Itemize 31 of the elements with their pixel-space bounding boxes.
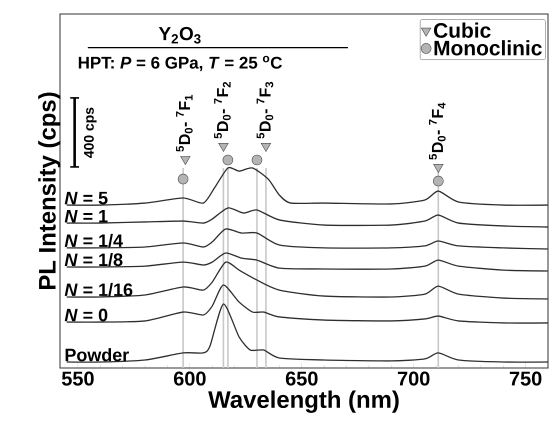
point	[222, 154, 234, 166]
series-label: Powder	[66, 348, 129, 362]
point	[218, 142, 228, 152]
series-label: N = 0	[64, 308, 108, 322]
x-tick-label: 650	[286, 372, 318, 386]
annotation: 400 cps	[84, 108, 97, 158]
x-axis-title: Wavelength (nm)	[208, 390, 399, 413]
series-label: N = 1	[64, 210, 108, 222]
chart-title: Y$_{2}$O$_{3}$	[158, 26, 201, 44]
annotation: $^{5}$D$_{0}$- $^{7}$F$_{3}$	[256, 82, 274, 138]
x-tick-label: 550	[62, 372, 94, 386]
legend-label: Cubic	[434, 22, 491, 38]
point	[433, 176, 444, 186]
x-tick-label: 700	[398, 372, 430, 386]
series-label: N = 1/8	[64, 252, 122, 266]
x-tick-label: 750	[510, 372, 542, 386]
point	[260, 142, 272, 152]
y-axis-title: PL Intensity (cps)	[38, 92, 60, 290]
legend-label: Monoclinic	[434, 40, 542, 56]
annotation: $^{5}$D$_{0}$- $^{7}$F$_{4}$	[429, 102, 446, 160]
annotation: $^{5}$D$_{0}$- $^{7}$F$_{2}$	[214, 82, 231, 138]
series-label: N = 1/4	[64, 234, 123, 248]
point	[433, 164, 444, 173]
annotation: $^{5}$D$_{0}$- $^{7}$F$_{1}$	[176, 94, 193, 152]
point	[180, 156, 190, 165]
point	[252, 154, 262, 166]
series-label: N = 1/16	[64, 282, 132, 296]
point	[178, 174, 188, 184]
series-label: N = 5	[64, 192, 108, 204]
x-tick-label: 600	[174, 372, 206, 386]
chart-subtitle: HPT: P = 6 GPa, T = 25 $^{o}$C	[78, 56, 282, 72]
